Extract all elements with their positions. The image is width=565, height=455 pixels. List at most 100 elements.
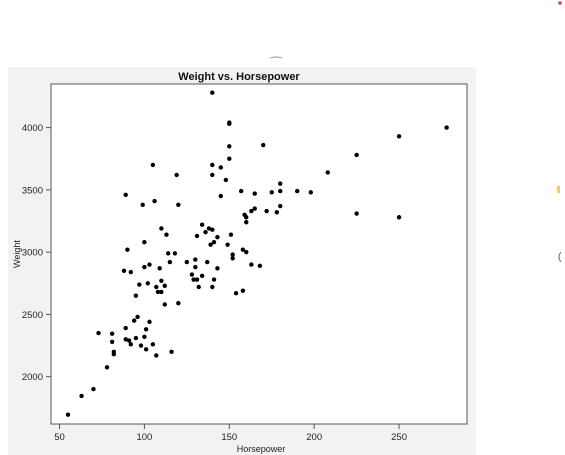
- data-point: [164, 232, 169, 237]
- data-point: [174, 172, 179, 178]
- data-point: [230, 252, 235, 257]
- data-point: [137, 282, 142, 287]
- y-axis: 2000 2500 3000 3500 4000: [22, 123, 51, 383]
- data-point: [135, 314, 140, 320]
- data-point: [150, 342, 156, 347]
- data-point: [147, 262, 152, 267]
- data-point: [96, 330, 101, 336]
- yellow-edge-mark: [557, 186, 560, 193]
- data-point: [154, 284, 159, 290]
- data-point: [140, 202, 145, 208]
- data-point: [159, 278, 164, 283]
- data-point: [138, 343, 144, 348]
- data-point: [162, 283, 167, 288]
- data-point: [252, 206, 257, 211]
- data-point: [354, 152, 359, 158]
- y-tick-label: 3000: [22, 248, 43, 259]
- data-point: [132, 318, 137, 323]
- data-point: [325, 170, 330, 175]
- data-point: [176, 300, 181, 306]
- data-point: [240, 288, 246, 293]
- data-point: [278, 181, 283, 186]
- paren-edge-mark: [558, 251, 562, 263]
- data-point: [104, 365, 110, 370]
- data-point: [109, 339, 115, 345]
- data-point: [269, 190, 274, 195]
- plot-area: [50, 83, 468, 425]
- data-point: [157, 266, 162, 271]
- data-point: [218, 165, 223, 170]
- data-point: [308, 190, 313, 195]
- data-point: [147, 319, 152, 325]
- data-point: [165, 251, 171, 256]
- data-point: [211, 277, 217, 282]
- data-point: [123, 337, 128, 342]
- data-point: [244, 220, 249, 225]
- data-point: [240, 247, 246, 252]
- data-point: [143, 327, 149, 332]
- data-point: [189, 272, 195, 277]
- data-point: [133, 335, 139, 341]
- data-point: [162, 302, 167, 307]
- data-point: [227, 121, 232, 127]
- data-point: [152, 198, 157, 204]
- data-point: [123, 192, 128, 198]
- data-point: [227, 156, 232, 161]
- data-point: [215, 266, 220, 271]
- data-point: [211, 239, 217, 245]
- data-point: [194, 277, 200, 282]
- data-point: [244, 215, 249, 220]
- data-point: [145, 281, 150, 286]
- x-tick-label: 150: [221, 432, 237, 443]
- data-point: [396, 134, 402, 139]
- y-axis-title: Weight: [12, 240, 22, 268]
- data-point: [444, 125, 449, 130]
- data-point: [215, 234, 220, 240]
- data-point: [199, 222, 205, 227]
- data-point: [210, 172, 215, 178]
- data-point: [126, 338, 132, 343]
- x-tick-label: 50: [54, 432, 65, 443]
- data-point: [233, 291, 239, 296]
- data-point: [91, 386, 96, 392]
- data-point: [142, 239, 147, 245]
- data-point: [123, 325, 128, 331]
- y-tick-label: 4000: [22, 123, 43, 134]
- data-point: [194, 233, 200, 239]
- data-point: [257, 263, 263, 269]
- data-point: [193, 264, 198, 270]
- data-point: [143, 347, 149, 352]
- data-point: [278, 188, 283, 194]
- x-tick-label: 100: [136, 432, 152, 443]
- data-point: [169, 349, 174, 354]
- data-point: [249, 208, 254, 214]
- chart-title: Weight vs. Horsepower: [178, 71, 300, 83]
- data-point: [199, 273, 205, 278]
- data-point: [111, 349, 117, 354]
- y-tick-label: 3500: [22, 185, 43, 196]
- data-point: [159, 289, 164, 295]
- data-point: [218, 193, 223, 199]
- data-point: [155, 289, 161, 295]
- data-point: [210, 162, 215, 168]
- data-point: [167, 259, 173, 265]
- data-point: [205, 259, 210, 265]
- data-point: [206, 226, 212, 231]
- data-point: [176, 202, 181, 208]
- data-point: [65, 412, 71, 417]
- top-arc-mark: [269, 56, 283, 59]
- y-tick-label: 2000: [22, 372, 43, 383]
- data-point: [121, 268, 127, 274]
- data-point: [196, 284, 201, 290]
- data-point: [150, 162, 156, 168]
- red-dot-mark: [558, 1, 562, 5]
- x-axis: 50 100 150 200 250: [54, 424, 407, 443]
- data-point: [142, 264, 147, 270]
- data-point: [249, 262, 254, 267]
- data-point: [193, 257, 198, 262]
- data-point: [191, 277, 196, 282]
- data-point: [154, 353, 159, 358]
- data-point: [133, 293, 139, 298]
- x-tick-label: 250: [391, 432, 407, 443]
- y-tick-label: 2500: [22, 310, 43, 321]
